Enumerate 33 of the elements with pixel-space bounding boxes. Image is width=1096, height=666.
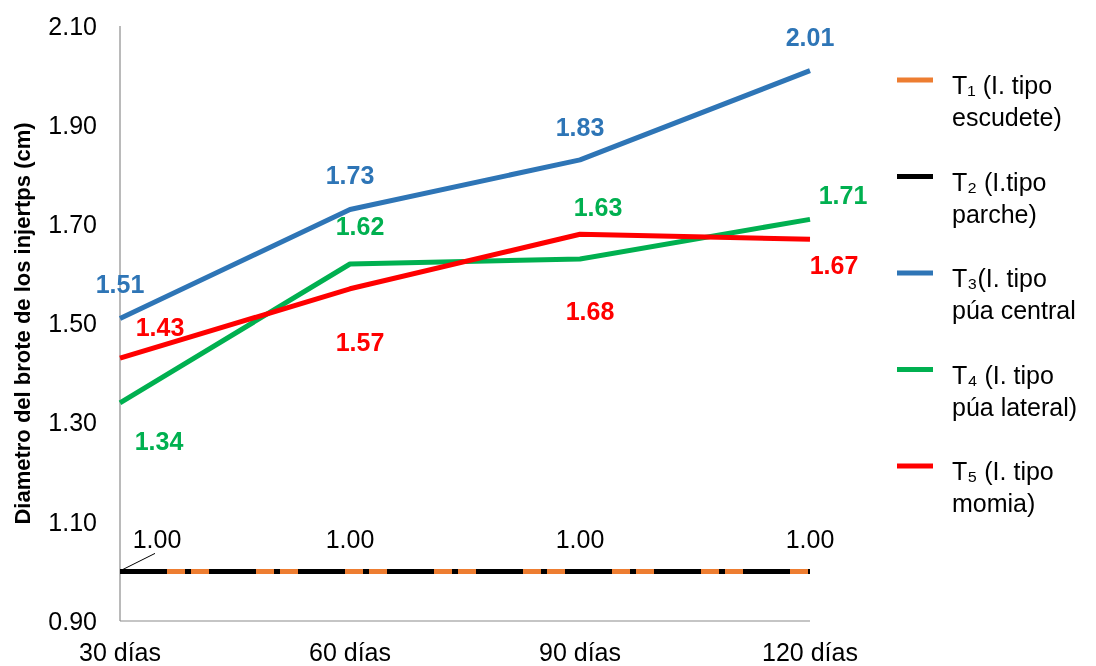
x-tick-label: 90 días [538,638,622,666]
data-label: 1.71 [818,181,868,210]
legend-label: T₄ (I. tipo púa lateral) [952,360,1078,421]
data-label: 1.00 [132,525,182,554]
legend-label: T₃(I. tipo púa central [952,264,1076,324]
y-tick-label: 1.50 [48,309,97,338]
data-label: 1.34 [134,426,184,455]
data-label: 1.68 [565,297,615,325]
data-label: 1.62 [335,211,385,240]
legend-label: T₁ (I. tipo escudete) [952,71,1062,131]
legend-label: T₂ (I.tipo parche) [952,167,1047,228]
x-tick-label: 120 días [762,638,858,666]
x-tick-label: 60 días [308,638,392,666]
data-label: 2.01 [785,23,835,52]
y-axis-title: Diametro del brote de los injertps (cm) [10,122,35,525]
y-tick-label: 1.90 [48,110,97,139]
data-label: 1.51 [95,270,145,299]
data-label: 1.67 [809,250,859,279]
data-label: 1.63 [573,192,623,221]
y-tick-label: 1.70 [48,210,97,239]
legend-label: T₅ (I. tipo momia) [952,457,1054,517]
data-label: 1.00 [785,525,835,554]
data-label: 1.43 [135,312,185,341]
x-tick-label: 30 días [78,638,162,666]
y-tick-label: 1.10 [48,507,97,536]
y-tick-label: 0.90 [48,606,97,635]
data-label: 1.00 [325,525,375,554]
y-tick-label: 1.30 [48,408,97,437]
data-label: 1.57 [335,327,385,356]
data-label: 1.73 [325,161,375,190]
y-tick-label: 2.10 [48,11,97,40]
data-label: 1.00 [555,525,605,554]
data-label: 1.83 [555,112,605,141]
